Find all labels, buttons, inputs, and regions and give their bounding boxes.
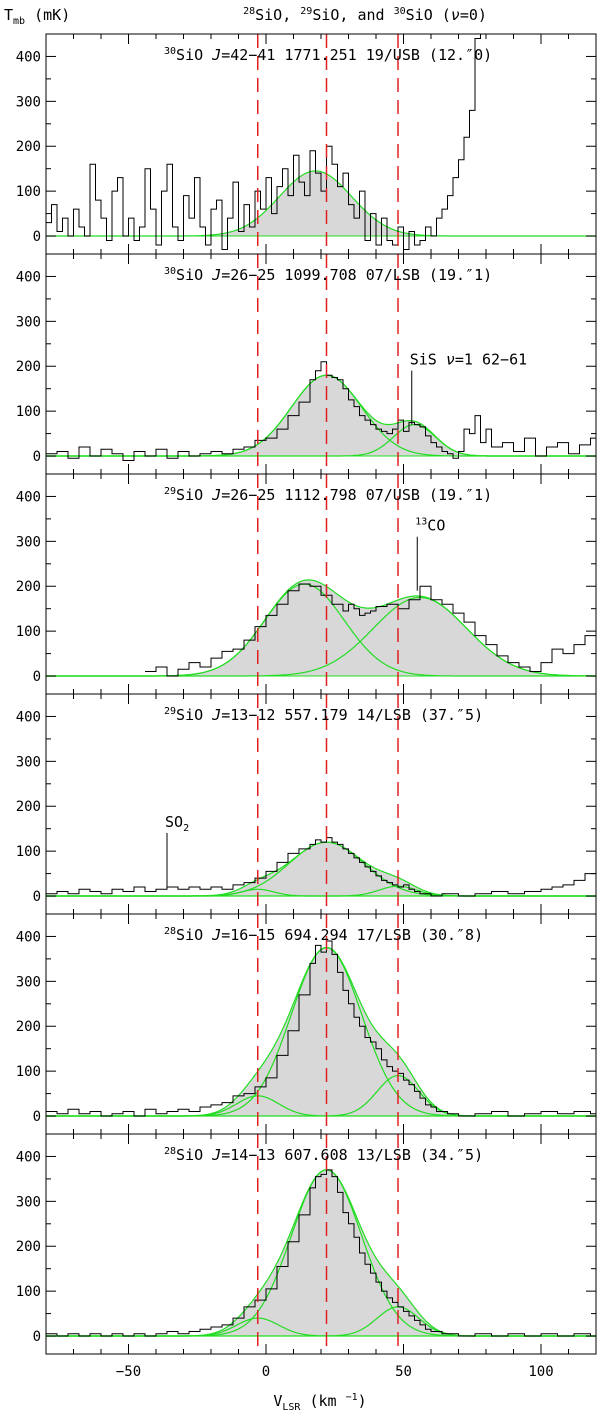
fit-fill-area [46,842,596,897]
panel-transition-label: 30SiO J=42−41 1771.251 19/USB (12.″0) [164,46,492,64]
y-tick-label: 400 [16,929,41,945]
spectrum-histogram [145,583,596,677]
y-tick-label: 100 [16,844,41,860]
spectrum-histogram [46,361,596,462]
fit-fill-area [46,1169,596,1337]
spectrum-panel-2: 0 100 200 300 400 30SiO J=26−25 1099.708 07/L… [16,253,597,475]
fit-fill-area [46,579,596,677]
y-tick-label: 0 [33,1329,41,1345]
spectrum-panel-4: 0 100 200 300 400 29SiO J=13−12 557.179 14/LS… [16,693,597,915]
y-tick-label: 200 [16,799,41,815]
fit-fill-area [46,170,596,237]
spectrum-panel-3: 0 100 200 300 400 29SiO J=26−25 1112.798 07/U… [16,473,597,695]
y-tick-label: 100 [16,1284,41,1300]
y-tick-label: 300 [16,754,41,770]
plot-area [46,361,596,462]
gaussian-fit-component [46,170,596,237]
y-tick-label: 400 [16,709,41,725]
y-tick-label: 0 [33,449,41,465]
y-tick-label: 0 [33,229,41,245]
panel-transition-label: 30SiO J=26−25 1099.708 07/LSB (19.″1) [164,266,492,284]
y-tick-label: 0 [33,889,41,905]
fit-fill-area [46,947,596,1117]
panel-transition-label: 29SiO J=13−12 557.179 14/LSB (37.″5) [164,706,483,724]
y-tick-label: 100 [16,184,41,200]
y-tick-label: 300 [16,94,41,110]
spectrum-panel-6: 0 100 200 300 400 28SiO J=14−13 607.608 13/LS… [16,1133,597,1355]
plot-area [46,837,596,897]
y-tick-label: 400 [16,269,41,285]
y-tick-label: 300 [16,1194,41,1210]
y-tick-label: 400 [16,489,41,505]
spectrum-panel-1: 0 100 200 300 400 30SiO J=42−41 1771.251 19/U… [16,33,597,255]
panel-transition-label: 29SiO J=26−25 1112.798 07/USB (19.″1) [164,486,492,504]
x-axis-label: VLSR (km −1) [273,1392,366,1413]
fit-fill-area [46,375,596,457]
spectrum-histogram [46,34,481,251]
x-tick-label: −50 [116,1364,141,1380]
spectrum-histogram [46,837,596,897]
y-axis-label: Tmb (mK) [4,6,70,27]
x-tick-label: 0 [262,1364,270,1380]
plot-area [46,34,596,251]
y-tick-label: 0 [33,669,41,685]
y-tick-label: 200 [16,1019,41,1035]
panel-transition-label: 28SiO J=16−15 694.294 17/LSB (30.″8) [164,926,483,944]
y-tick-label: 300 [16,314,41,330]
gaussian-fit-total [46,841,596,897]
y-tick-label: 100 [16,1064,41,1080]
y-tick-label: 300 [16,974,41,990]
spectrum-histogram [46,1169,596,1337]
x-tick-label: 50 [395,1364,412,1380]
y-tick-label: 300 [16,534,41,550]
y-tick-label: 100 [16,404,41,420]
y-tick-label: 100 [16,624,41,640]
plot-area [46,579,596,677]
figure-title: 28SiO, 29SiO, and 30SiO (ν=0) [243,6,487,24]
y-tick-label: 200 [16,139,41,155]
plot-area [46,940,596,1117]
gaussian-fit-total [46,579,596,677]
spectrum-panel-5: 0 100 200 300 400 28SiO J=16−15 694.294 17/LS… [16,913,597,1135]
panel-transition-label: 28SiO J=14−13 607.608 13/LSB (34.″5) [164,1146,483,1164]
y-tick-label: 200 [16,1239,41,1255]
spectra-panels: 0 100 200 300 400 30SiO J=42−41 1771.251 19/U… [16,33,597,1355]
y-tick-label: 400 [16,49,41,65]
x-axis: −50 0 50 100 [116,1364,554,1380]
y-tick-label: 200 [16,359,41,375]
plot-area [46,1169,596,1337]
line-annotation-label: SO2 [165,813,189,834]
line-annotation-label: SiS ν=1 62−61 [410,351,527,369]
y-tick-label: 0 [33,1109,41,1125]
y-tick-label: 400 [16,1149,41,1165]
line-annotation-label: 13CO [415,517,445,535]
y-tick-label: 200 [16,579,41,595]
gaussian-fit-total [46,374,596,457]
spectrum-histogram [46,940,596,1117]
x-tick-label: 100 [528,1364,553,1380]
